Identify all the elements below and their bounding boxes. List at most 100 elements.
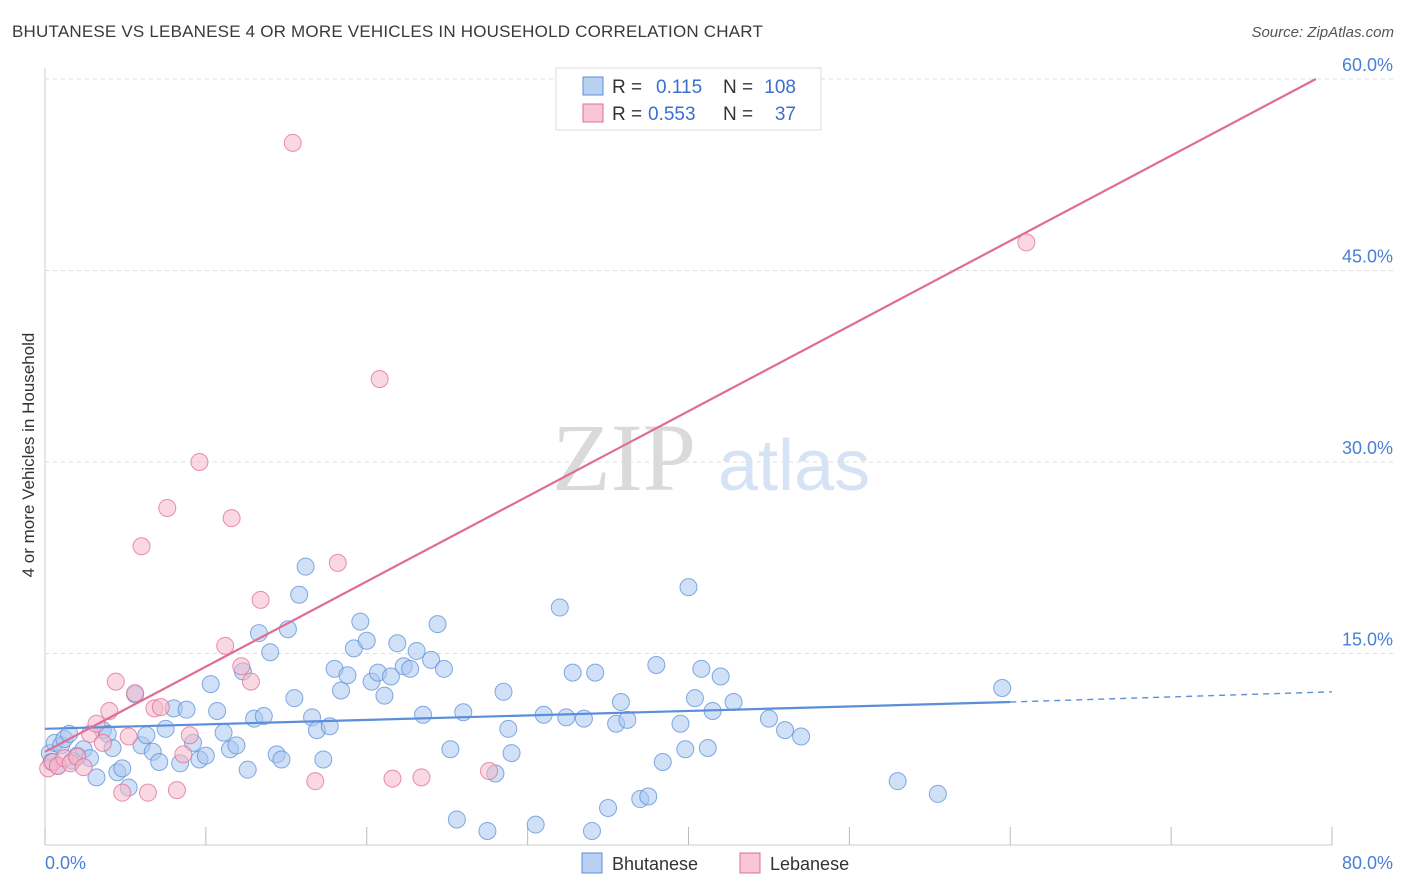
point-lebanese [138,783,157,802]
point-lebanese [174,745,193,764]
point-bhutanese [407,641,426,660]
point-lebanese [306,772,325,791]
point-bhutanese [724,693,743,712]
point-bhutanese [351,612,370,631]
point-lebanese [180,726,199,745]
legend-r-label-2: R = [612,104,642,125]
series-lebanese-points [39,133,1036,802]
y-axis-label: 4 or more Vehicles in Household [19,333,38,578]
y-tick-label: 15.0% [1342,630,1393,650]
point-bhutanese [196,746,215,765]
point-bhutanese [611,693,630,712]
point-bhutanese [499,719,518,738]
trendline-lebanese [44,78,1317,753]
point-lebanese [74,758,93,777]
point-lebanese [93,733,112,752]
point-bhutanese [698,738,717,757]
point-lebanese [222,509,241,528]
point-bhutanese [582,821,601,840]
point-bhutanese [375,686,394,705]
point-bhutanese [776,721,795,740]
bottom-legend-label-bhutanese: Bhutanese [612,854,698,874]
point-bhutanese [502,744,521,763]
point-bhutanese [428,615,447,634]
point-lebanese [167,781,186,800]
point-bhutanese [296,557,315,576]
point-bhutanese [447,810,466,829]
point-bhutanese [214,723,233,742]
point-bhutanese [647,655,666,674]
legend-swatch-lebanese [582,103,604,123]
point-bhutanese [381,667,400,686]
x-ticks [44,827,1333,845]
point-lebanese [480,761,499,780]
point-bhutanese [401,659,420,678]
point-bhutanese [314,750,333,769]
point-bhutanese [618,710,637,729]
point-bhutanese [441,740,460,759]
point-lebanese [106,672,125,691]
point-bhutanese [332,681,351,700]
point-lebanese [126,684,145,703]
legend-n-value-1: 108 [764,77,796,98]
point-lebanese [241,672,260,691]
y-tick-label: 30.0% [1342,438,1393,458]
point-bhutanese [599,798,618,817]
gridlines [45,78,1395,654]
point-bhutanese [671,714,690,733]
point-bhutanese [563,663,582,682]
point-bhutanese [653,753,672,772]
point-bhutanese [338,666,357,685]
correlation-legend: R = 0.115 N = 108 R = 0.553 N = 37 [555,67,822,131]
point-bhutanese [201,675,220,694]
point-bhutanese [238,760,257,779]
point-lebanese [232,657,251,676]
point-bhutanese [759,709,778,728]
point-lebanese [113,783,132,802]
point-bhutanese [550,598,569,617]
point-lebanese [119,727,138,746]
point-bhutanese [526,815,545,834]
point-bhutanese [388,634,407,653]
source-credit: Source: ZipAtlas.com [1251,24,1394,41]
legend-r-label-1: R = [612,77,642,98]
point-lebanese [216,636,235,655]
point-bhutanese [150,753,169,772]
point-bhutanese [888,772,907,791]
y-tick-label: 60.0% [1342,55,1393,75]
point-bhutanese [692,659,711,678]
point-lebanese [283,133,302,152]
legend-r-value-1: 0.115 [656,77,702,98]
point-bhutanese [434,659,453,678]
point-bhutanese [494,682,513,701]
point-bhutanese [156,719,175,738]
point-lebanese [383,769,402,788]
point-bhutanese [272,750,291,769]
point-bhutanese [422,650,441,669]
legend-n-value-2: 37 [775,104,796,125]
point-bhutanese [685,689,704,708]
point-lebanese [370,370,389,389]
point-lebanese [412,768,431,787]
point-bhutanese [414,705,433,724]
x-tick-label-min: 0.0% [45,853,86,873]
bottom-legend-label-lebanese: Lebanese [770,854,849,874]
trendline-bhutanese [44,700,1011,730]
bottom-legend-swatch-lebanese [739,852,761,874]
point-bhutanese [290,585,309,604]
y-tick-label: 45.0% [1342,247,1393,267]
point-bhutanese [639,787,658,806]
point-bhutanese [285,689,304,708]
point-bhutanese [679,578,698,597]
point-bhutanese [227,736,246,755]
point-bhutanese [254,707,273,726]
point-lebanese [251,590,270,609]
trendline-extension-bhutanese [1010,691,1333,703]
point-lebanese [190,453,209,471]
point-bhutanese [676,740,695,759]
bottom-legend-swatch-bhutanese [581,852,603,874]
y-tick-labels: 15.0% 30.0% 45.0% 60.0% [1342,55,1393,650]
legend-swatch-bhutanese [582,76,604,96]
legend-r-value-2: 0.553 [648,104,696,125]
